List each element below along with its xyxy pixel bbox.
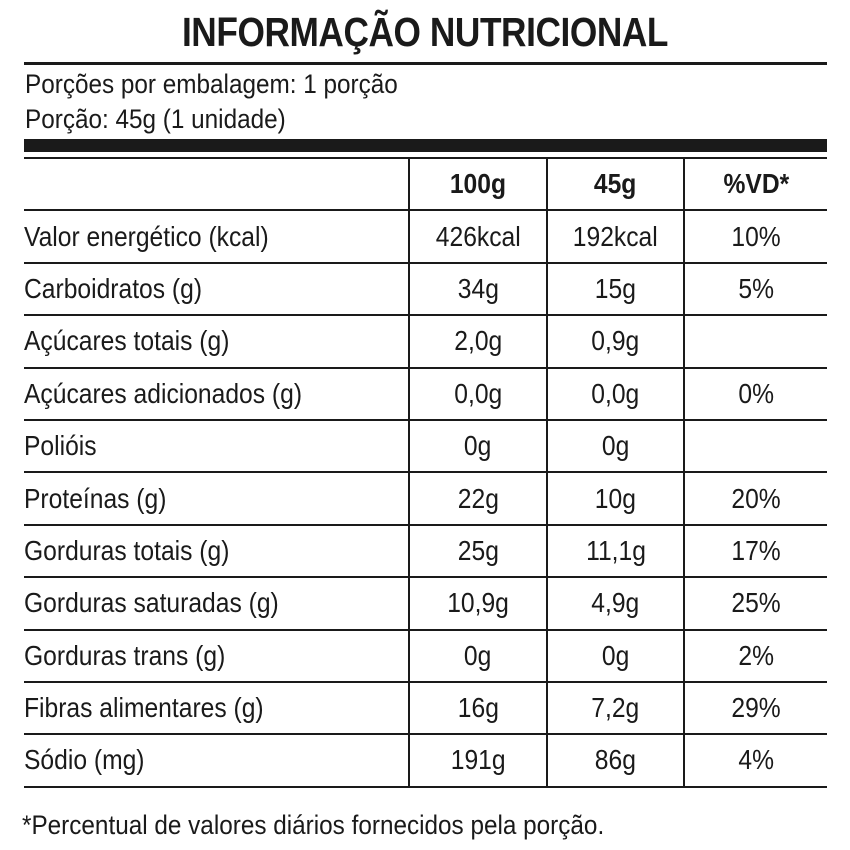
daily-value-percent: 4% <box>683 733 827 788</box>
value-per-100g: 25g <box>408 523 547 579</box>
value-per-100g: 191g <box>408 733 547 788</box>
value-per-100g: 22g <box>408 471 547 526</box>
table-row: Polióis 0g 0g <box>24 418 827 474</box>
servings-per-package: Porções por embalagem: 1 porção <box>25 69 398 99</box>
nutrient-label: Carboidratos (g) <box>24 261 409 317</box>
value-per-portion: 4,9g <box>546 576 684 631</box>
daily-value-percent: 5% <box>683 261 827 317</box>
value-per-portion: 192kcal <box>546 209 684 264</box>
table-row: Gorduras totais (g) 25g 11,1g 17% <box>24 523 827 579</box>
value-per-portion: 15g <box>546 261 684 317</box>
daily-value-percent: 0% <box>683 366 827 421</box>
header-portion: 45g <box>546 156 684 212</box>
nutrient-label: Valor energético (kcal) <box>24 209 409 264</box>
value-per-100g: 426kcal <box>408 209 547 264</box>
value-per-portion: 11,1g <box>546 523 684 579</box>
top-rule <box>24 62 827 65</box>
table-row: Gorduras saturadas (g) 10,9g 4,9g 25% <box>24 576 827 631</box>
table-row: Carboidratos (g) 34g 15g 5% <box>24 261 827 317</box>
value-per-portion: 0,0g <box>546 366 684 421</box>
table-row: Proteínas (g) 22g 10g 20% <box>24 471 827 526</box>
nutrient-label: Gorduras totais (g) <box>24 523 409 579</box>
value-per-portion: 0g <box>546 418 684 474</box>
table-row: Sódio (mg) 191g 86g 4% <box>24 733 827 788</box>
value-per-100g: 34g <box>408 261 547 317</box>
header-daily-value: %VD* <box>683 156 827 212</box>
value-per-portion: 86g <box>546 733 684 788</box>
nutrient-label: Gorduras trans (g) <box>24 628 409 683</box>
daily-value-percent: 10% <box>683 209 827 264</box>
value-per-100g: 0,0g <box>408 366 547 421</box>
value-per-portion: 0g <box>546 628 684 683</box>
table-row: Valor energético (kcal) 426kcal 192kcal 10% <box>24 209 827 264</box>
table-row: Açúcares totais (g) 2,0g 0,9g <box>24 314 827 369</box>
nutrient-label: Gorduras saturadas (g) <box>24 576 409 631</box>
daily-value-percent: 29% <box>683 680 827 736</box>
table-header-row: 100g 45g %VD* <box>24 156 827 212</box>
nutrient-label: Açúcares adicionados (g) <box>24 366 409 421</box>
value-per-portion: 7,2g <box>546 680 684 736</box>
daily-value-percent: 17% <box>683 523 827 579</box>
thick-rule <box>24 139 827 152</box>
nutrient-label: Fibras alimentares (g) <box>24 680 409 736</box>
daily-value-percent: 25% <box>683 576 827 631</box>
header-nutrient <box>24 156 409 212</box>
value-per-100g: 16g <box>408 680 547 736</box>
daily-value-percent: 2% <box>683 628 827 683</box>
daily-value-percent <box>683 314 827 369</box>
nutrient-label: Polióis <box>24 418 409 474</box>
serving-size: Porção: 45g (1 unidade) <box>25 104 286 134</box>
nutrition-table: 100g 45g %VD* Valor energético (kcal) 426… <box>24 156 827 788</box>
value-per-portion: 0,9g <box>546 314 684 369</box>
header-100g: 100g <box>408 156 547 212</box>
table-row: Gorduras trans (g) 0g 0g 2% <box>24 628 827 683</box>
table-row: Fibras alimentares (g) 16g 7,2g 29% <box>24 680 827 736</box>
nutrient-label: Sódio (mg) <box>24 733 409 788</box>
daily-value-percent: 20% <box>683 471 827 526</box>
nutrient-label: Proteínas (g) <box>24 471 409 526</box>
value-per-portion: 10g <box>546 471 684 526</box>
footnote: *Percentual de valores diários fornecido… <box>22 810 605 840</box>
value-per-100g: 10,9g <box>408 576 547 631</box>
value-per-100g: 0g <box>408 418 547 474</box>
value-per-100g: 0g <box>408 628 547 683</box>
nutrient-label: Açúcares totais (g) <box>24 314 409 369</box>
table-row: Açúcares adicionados (g) 0,0g 0,0g 0% <box>24 366 827 421</box>
label-title: INFORMAÇÃO NUTRICIONAL <box>181 9 669 55</box>
daily-value-percent <box>683 418 827 474</box>
value-per-100g: 2,0g <box>408 314 547 369</box>
